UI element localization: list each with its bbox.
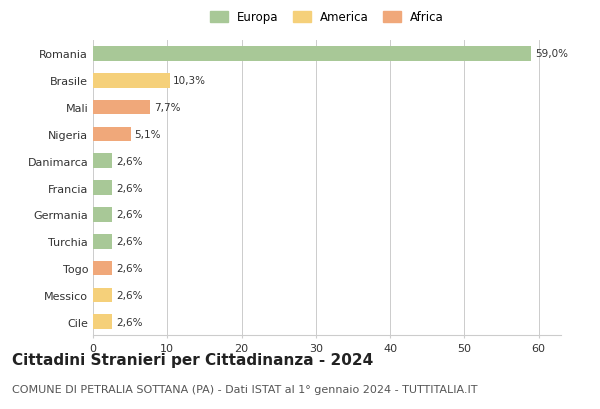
Legend: Europa, America, Africa: Europa, America, Africa <box>210 11 444 25</box>
Text: 7,7%: 7,7% <box>154 103 181 113</box>
Bar <box>93 47 531 62</box>
Bar <box>93 234 112 249</box>
Text: 2,6%: 2,6% <box>116 317 143 327</box>
Text: 5,1%: 5,1% <box>134 130 161 139</box>
Text: 2,6%: 2,6% <box>116 290 143 300</box>
Text: 2,6%: 2,6% <box>116 156 143 166</box>
Bar <box>93 154 112 169</box>
Text: 2,6%: 2,6% <box>116 183 143 193</box>
Text: 2,6%: 2,6% <box>116 210 143 220</box>
Bar <box>93 101 150 115</box>
Bar <box>93 207 112 222</box>
Text: 59,0%: 59,0% <box>535 49 568 59</box>
Text: 10,3%: 10,3% <box>173 76 206 86</box>
Text: COMUNE DI PETRALIA SOTTANA (PA) - Dati ISTAT al 1° gennaio 2024 - TUTTITALIA.IT: COMUNE DI PETRALIA SOTTANA (PA) - Dati I… <box>12 384 478 394</box>
Bar <box>93 181 112 196</box>
Bar <box>93 288 112 303</box>
Text: 2,6%: 2,6% <box>116 237 143 247</box>
Bar <box>93 315 112 329</box>
Text: 2,6%: 2,6% <box>116 263 143 274</box>
Bar <box>93 74 170 88</box>
Bar <box>93 261 112 276</box>
Text: Cittadini Stranieri per Cittadinanza - 2024: Cittadini Stranieri per Cittadinanza - 2… <box>12 352 373 367</box>
Bar <box>93 127 131 142</box>
